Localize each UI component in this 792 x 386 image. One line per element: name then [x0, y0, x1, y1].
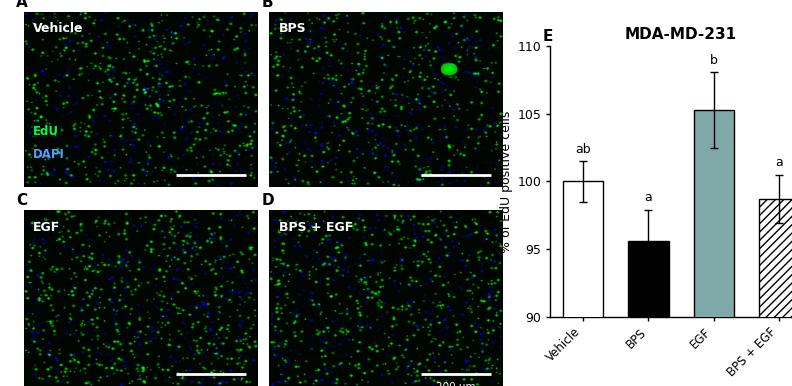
- Text: DAPI: DAPI: [33, 148, 65, 161]
- Bar: [563, 181, 604, 386]
- Text: ab: ab: [575, 143, 591, 156]
- Text: Vehicle: Vehicle: [33, 22, 84, 35]
- Text: E: E: [543, 29, 553, 44]
- Text: B: B: [261, 0, 273, 10]
- Text: A: A: [16, 0, 28, 10]
- Text: 200 μm: 200 μm: [436, 383, 476, 386]
- Text: C: C: [16, 193, 27, 208]
- Title: MDA-MD-231: MDA-MD-231: [625, 27, 737, 42]
- Text: a: a: [645, 191, 653, 204]
- Bar: [628, 241, 668, 386]
- Text: EGF: EGF: [33, 221, 60, 234]
- Text: b: b: [710, 54, 718, 66]
- Text: BPS + EGF: BPS + EGF: [279, 221, 353, 234]
- Text: BPS: BPS: [279, 22, 307, 35]
- Text: EdU: EdU: [33, 125, 59, 138]
- Bar: [694, 110, 734, 386]
- Text: a: a: [775, 156, 783, 169]
- Y-axis label: % of EdU positive cells: % of EdU positive cells: [501, 110, 513, 252]
- Bar: [759, 199, 792, 386]
- Text: D: D: [261, 193, 274, 208]
